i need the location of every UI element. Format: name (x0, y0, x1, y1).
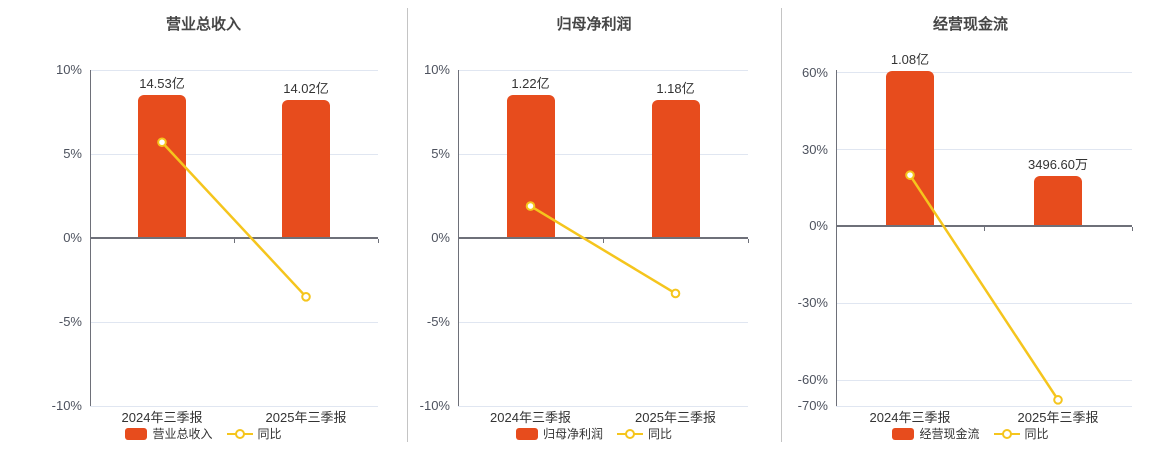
category-label: 2025年三季报 (1017, 410, 1099, 425)
bar-value-label: 14.53亿 (139, 76, 185, 92)
bar-2025年三季报 (1034, 175, 1082, 227)
y-tick-label: 60% (801, 64, 828, 80)
y-tick-label: 0% (431, 230, 450, 245)
chart-plot-area: 10% 5% 0% -5% -10% 14.53亿 2024年三季报 14.02亿 2025年三… (0, 0, 407, 450)
bar-2025年三季报 (282, 100, 330, 238)
yoy-line-series (525, 201, 681, 299)
category-label: 2024年三季报 (869, 410, 951, 425)
gridline (90, 153, 378, 155)
gridline (836, 149, 1132, 150)
legend-item-经营现金流[interactable]: 经营现金流 (892, 425, 980, 442)
chart-plot-area: 10% 5% 0% -5% -10% 1.22亿 2024年三季报 1.18亿 2025年三季报… (407, 0, 781, 450)
bar-value-label: 1.22亿 (511, 76, 550, 92)
chart-title: 营业总收入 (165, 16, 241, 33)
gridline (836, 405, 1132, 407)
x-axis-tick (984, 227, 985, 232)
panel-divider (781, 8, 782, 442)
category-label: 2025年三季报 (265, 410, 347, 425)
gridline (90, 69, 378, 71)
legend-bar-swatch (125, 427, 148, 440)
bar-2024年三季报 (506, 95, 555, 238)
y-tick-label: 5% (431, 146, 450, 161)
chart-plot-area: 60% 30% 0% -30% -60% -70% 1.08亿 2024年三季报 3496.60… (781, 0, 1160, 450)
y-tick-label: -70% (797, 398, 828, 413)
bar-value-label: 1.08亿 (890, 51, 930, 67)
legend-label: 经营现金流 (919, 427, 980, 441)
bar-2025年三季报 (651, 99, 700, 238)
legend-line-icon (617, 428, 643, 439)
gridline (836, 379, 1132, 381)
legend-item-yoy[interactable]: 同比 (993, 425, 1049, 442)
bar-value-label: 14.02亿 (283, 81, 329, 97)
y-tick-label: 30% (801, 141, 828, 157)
category-label: 2024年三季报 (490, 410, 571, 425)
chart-title: 经营现金流 (932, 16, 1008, 33)
yoy-marker (670, 288, 681, 299)
panel-divider (407, 8, 408, 442)
y-tick-label: -60% (797, 372, 828, 388)
y-tick-label: 0% (809, 218, 828, 234)
bar-value-label: 1.18亿 (656, 80, 695, 96)
legend-label: 营业总收入 (152, 427, 213, 441)
legend-label: 同比 (257, 427, 282, 441)
y-tick-label: 10% (55, 62, 82, 77)
legend-line-icon (993, 428, 1020, 439)
legend-item-归母净利润[interactable]: 归母净利润 (515, 425, 603, 442)
category-label: 2024年三季报 (121, 410, 203, 425)
legend-line-icon (226, 428, 253, 439)
legend-bar-swatch (515, 427, 538, 440)
x-axis-tick (378, 239, 379, 243)
chart-title: 归母净利润 (556, 16, 632, 33)
bar-2024年三季报 (886, 70, 934, 227)
y-tick-label: -10% (419, 398, 450, 413)
x-axis-tick (1132, 227, 1133, 232)
legend-item-yoy[interactable]: 同比 (226, 425, 282, 442)
gridline (458, 405, 748, 407)
y-tick-label: 10% (423, 62, 450, 77)
x-axis-tick (234, 239, 235, 243)
legend-label: 同比 (648, 427, 673, 441)
yoy-marker (1053, 395, 1063, 405)
y-tick-label: -10% (51, 398, 82, 413)
gridline (90, 321, 378, 323)
gridline (90, 405, 378, 407)
x-axis-tick (748, 239, 749, 243)
y-axis-line (836, 70, 837, 406)
y-tick-label: -5% (58, 314, 82, 329)
legend-item-营业总收入[interactable]: 营业总收入 (125, 425, 213, 442)
legend-label: 同比 (1024, 427, 1049, 441)
x-axis-tick (603, 239, 604, 243)
category-label: 2025年三季报 (635, 410, 716, 425)
y-tick-label: -5% (426, 314, 450, 329)
chart-panel-operating-revenue: 营业总收入 10% 5% 0% -5% -10% 14.53亿 2024年三季报 14.02亿… (0, 0, 407, 450)
bar-value-label: 3496.60万 (1028, 156, 1088, 172)
legend: 经营现金流 同比 (781, 425, 1160, 442)
gridline (458, 153, 748, 155)
legend: 归母净利润 同比 (407, 425, 781, 442)
gridline (458, 69, 748, 71)
y-tick-label: -30% (797, 295, 828, 311)
legend-item-yoy[interactable]: 同比 (617, 425, 672, 442)
legend: 营业总收入 同比 (0, 425, 407, 442)
y-tick-label: 5% (63, 146, 82, 161)
bar-2024年三季报 (138, 95, 186, 238)
chart-panel-operating-cash-flow: 经营现金流 60% 30% 0% -30% -60% -70% 1.08亿 2024年三季报 3… (781, 0, 1160, 450)
gridline (458, 321, 748, 323)
gridline (836, 72, 1132, 74)
legend-bar-swatch (892, 427, 915, 440)
yoy-marker (301, 292, 311, 302)
legend-label: 归母净利润 (542, 427, 603, 441)
y-tick-label: 0% (63, 230, 82, 245)
gridline (836, 302, 1132, 304)
chart-panel-net-profit: 归母净利润 10% 5% 0% -5% -10% 1.22亿 2024年三季报 1.18亿 20… (407, 0, 781, 450)
